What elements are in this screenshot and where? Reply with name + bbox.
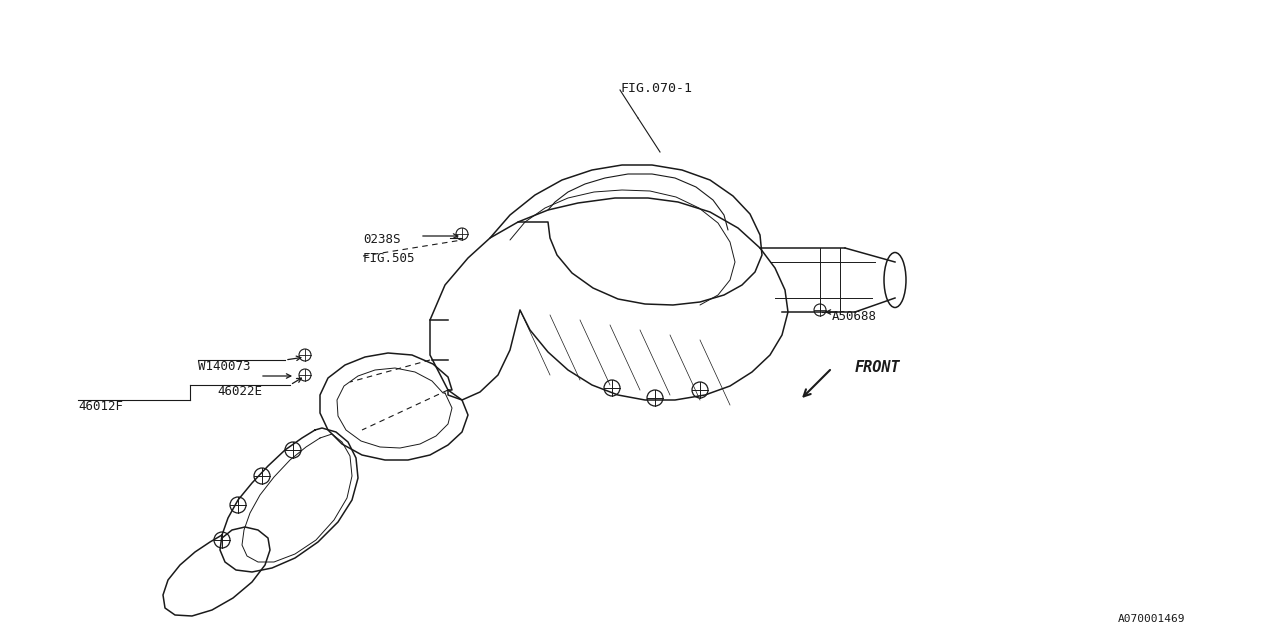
Text: FIG.505: FIG.505 bbox=[364, 252, 416, 265]
Text: A070001469: A070001469 bbox=[1117, 614, 1185, 624]
Text: FRONT: FRONT bbox=[855, 360, 901, 376]
Text: 0238S: 0238S bbox=[364, 233, 401, 246]
Text: FIG.070-1: FIG.070-1 bbox=[620, 82, 692, 95]
Text: A50688: A50688 bbox=[832, 310, 877, 323]
Text: W140073: W140073 bbox=[198, 360, 251, 373]
Text: 46022E: 46022E bbox=[218, 385, 262, 398]
Text: 46012F: 46012F bbox=[78, 400, 123, 413]
